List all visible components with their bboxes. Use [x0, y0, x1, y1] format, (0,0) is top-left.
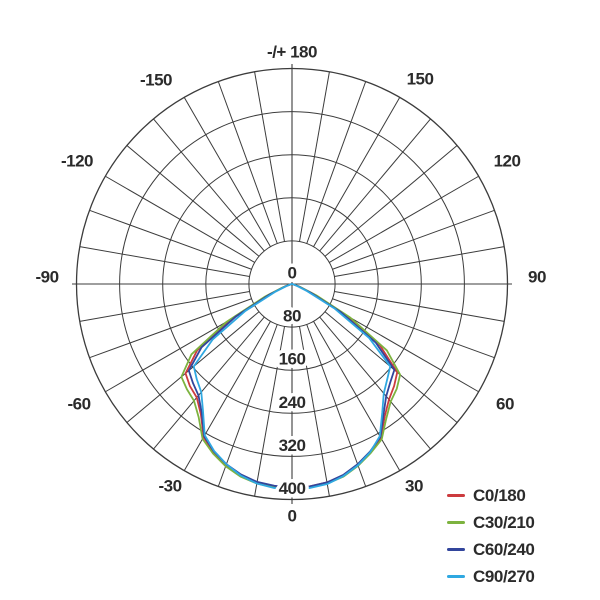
grid-spoke: [79, 290, 250, 322]
radial-label-0: 0: [288, 264, 297, 283]
grid-spoke: [254, 326, 286, 497]
grid-spoke: [334, 246, 505, 278]
grid-spoke: [153, 118, 265, 252]
grid-spoke: [313, 97, 401, 247]
legend: C0/180 C30/210 C60/240 C90/270: [447, 482, 535, 590]
legend-item-c0-180: C0/180: [447, 482, 534, 509]
legend-swatch-c0-180-icon: [447, 493, 465, 498]
grid-spoke: [183, 97, 271, 247]
legend-swatch-c30-210-icon: [447, 520, 465, 525]
grid-spoke: [334, 290, 505, 322]
intensity-curves: [180, 283, 402, 491]
grid-spoke: [329, 305, 479, 393]
angle-label--120: -120: [61, 152, 93, 171]
angle-label-180: -/+ 180: [267, 43, 317, 62]
curve-c90-270: [192, 283, 392, 491]
legend-label-c90-270: C90/270: [473, 566, 535, 586]
legend-item-c90-270: C90/270: [447, 563, 535, 590]
grid-spoke: [298, 326, 330, 497]
radial-label-240: 240: [279, 393, 306, 412]
radial-label-320: 320: [279, 436, 306, 455]
legend-label-c60-240: C60/240: [473, 539, 535, 559]
angle-label-150: 150: [407, 70, 434, 89]
angle-label--30: -30: [158, 477, 181, 496]
grid-spoke: [324, 145, 458, 257]
grid-spoke: [89, 298, 252, 359]
legend-swatch-c90-270-icon: [447, 574, 465, 579]
curve-c30-210: [180, 283, 402, 490]
grid-spoke: [105, 175, 255, 263]
grid-spoke: [217, 324, 278, 487]
angle-label-120: 120: [494, 152, 521, 171]
grid-spoke: [79, 246, 250, 278]
angle-label--90: -90: [35, 268, 58, 287]
radial-label-80: 80: [283, 307, 301, 326]
angle-label-30: 30: [405, 477, 423, 496]
grid-spoke: [319, 316, 431, 450]
grid-spoke: [306, 324, 367, 487]
angle-label-60: 60: [496, 395, 514, 414]
axis-labels: -/+ 180 -150 150 -120 120 -90 90 -60 60 -30 30 0 0 80…: [32, 39, 550, 529]
grid-spoke: [329, 175, 479, 263]
angle-label--150: -150: [140, 71, 172, 90]
grid-spoke: [298, 71, 330, 242]
grid-spoke: [254, 71, 286, 242]
grid-spoke: [89, 209, 252, 270]
angle-label-0: 0: [288, 507, 297, 526]
legend-item-c60-240: C60/240: [447, 536, 535, 563]
grid-spoke: [126, 145, 260, 257]
grid-spoke: [332, 209, 495, 270]
grid-spoke: [183, 321, 271, 471]
curve-c60-240: [187, 283, 396, 489]
angle-label--60: -60: [67, 395, 90, 414]
grid-spoke: [332, 298, 495, 359]
grid-spoke: [217, 81, 278, 244]
grid-spoke: [313, 321, 401, 471]
angle-label-90: 90: [528, 268, 546, 287]
polar-grid: [72, 64, 512, 504]
grid-spoke: [153, 316, 265, 450]
grid-spoke: [306, 81, 367, 244]
grid-spoke: [324, 311, 458, 423]
legend-item-c30-210: C30/210: [447, 509, 535, 536]
grid-spoke: [319, 118, 431, 252]
legend-label-c30-210: C30/210: [473, 512, 535, 532]
legend-swatch-c60-240-icon: [447, 547, 465, 552]
radial-label-400: 400: [279, 479, 306, 498]
legend-label-c0-180: C0/180: [473, 485, 526, 505]
radial-label-160: 160: [279, 350, 306, 369]
grid-spoke: [126, 311, 260, 423]
